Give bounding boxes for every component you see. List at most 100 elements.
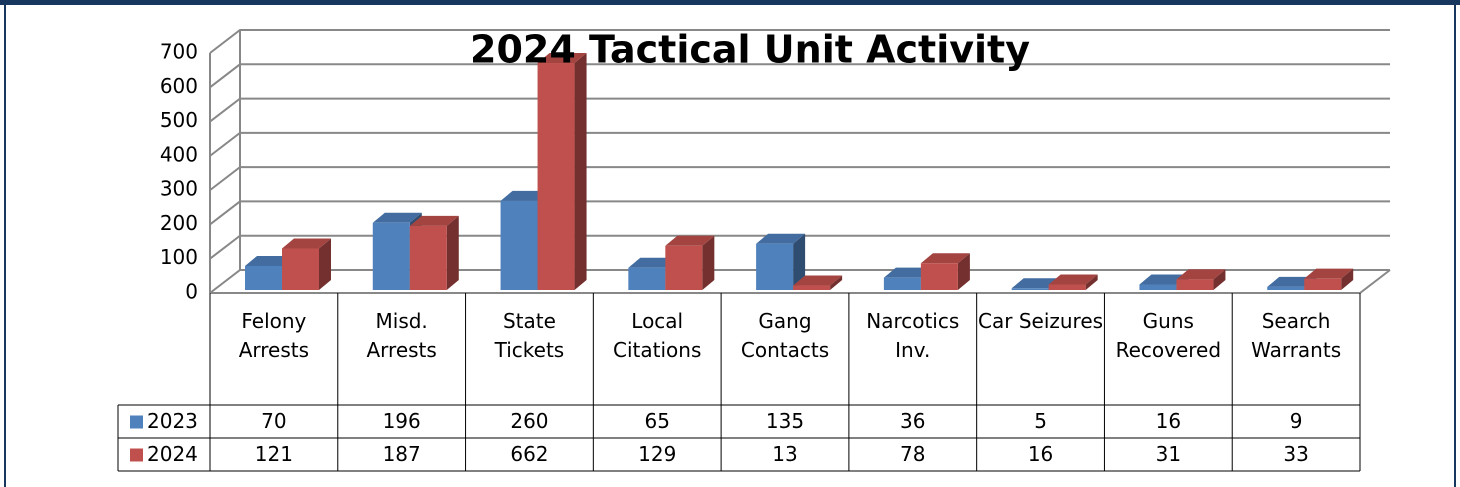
data-label: 70	[261, 409, 286, 433]
data-label: 16	[1156, 409, 1181, 433]
bar	[537, 53, 587, 291]
category-cell: Local Citations	[613, 309, 702, 362]
x-tick-label: Guns Recovered	[1115, 309, 1222, 362]
category-cell: Guns Recovered	[1115, 309, 1222, 362]
bar-front	[1176, 279, 1214, 290]
y-tick-label: 500	[160, 108, 198, 132]
bar-front	[282, 248, 319, 290]
bar-top	[756, 233, 806, 244]
bar-front	[883, 277, 921, 290]
grid-line	[209, 269, 1390, 294]
grid-line	[209, 63, 1390, 89]
bar-top	[1048, 274, 1098, 285]
bar-front	[628, 267, 666, 290]
grid-line	[209, 97, 1390, 123]
x-tick-label: Misd. Arrests	[366, 309, 437, 362]
data-label: 78	[900, 442, 925, 466]
bar	[409, 215, 459, 290]
bar-top	[1267, 276, 1317, 287]
bar-side	[1213, 269, 1226, 290]
data-label: 196	[383, 409, 421, 433]
category-cell: Car Seizures	[978, 309, 1103, 333]
data-label: 5	[1034, 409, 1047, 433]
x-tick-label: Narcotics Inv.	[866, 309, 960, 362]
x-tick-label: State Tickets	[494, 309, 565, 362]
y-tick-label: 400	[160, 142, 198, 166]
data-label: 33	[1283, 442, 1308, 466]
x-tick-label: Felony Arrests	[238, 309, 310, 362]
bar-side	[702, 235, 715, 290]
bar-front	[1048, 284, 1086, 290]
bar-top	[1176, 269, 1226, 280]
bar-top	[372, 212, 422, 223]
x-tick-label: Local Citations	[613, 309, 702, 362]
x-tick-label: Search Warrants	[1251, 309, 1342, 362]
bar-top	[665, 235, 715, 246]
bar-front	[793, 285, 831, 290]
y-tick-label: 0	[185, 280, 198, 304]
bar-front	[409, 225, 447, 290]
bar	[1304, 268, 1354, 290]
bar-side	[957, 253, 970, 290]
legend-label: 2024	[147, 442, 198, 466]
bar-top	[920, 253, 970, 264]
grid-line	[209, 131, 1390, 157]
y-tick-label: 100	[160, 245, 198, 269]
bar-top	[409, 215, 459, 226]
data-label: 16	[1028, 442, 1053, 466]
bar-front	[372, 222, 410, 290]
bar-top	[245, 256, 294, 266]
bar-top	[1304, 268, 1354, 279]
data-label: 65	[644, 409, 669, 433]
chart-title: 2024 Tactical Unit Activity	[470, 28, 1030, 72]
bar-top	[537, 53, 587, 64]
y-tick-label: 600	[160, 74, 198, 98]
bar	[793, 275, 843, 290]
bar	[756, 233, 806, 290]
bar	[1176, 269, 1226, 290]
legend-key	[130, 415, 143, 429]
bar	[920, 253, 970, 290]
grid-line	[209, 29, 1390, 54]
bar-side	[1341, 268, 1354, 290]
category-cell: Search Warrants	[1251, 309, 1342, 362]
bar-side	[1085, 274, 1098, 290]
bar-front	[245, 266, 282, 290]
category-cell: Felony Arrests	[238, 309, 310, 362]
grid-line	[209, 200, 1390, 226]
bar	[1048, 274, 1098, 290]
category-cell: Gang Contacts	[741, 309, 829, 362]
bar-side	[446, 215, 459, 290]
top-border	[0, 0, 1460, 5]
data-label: 9	[1290, 409, 1303, 433]
y-tick-label: 200	[160, 211, 198, 235]
legend-label: 2023	[147, 409, 198, 433]
category-cell: State Tickets	[494, 309, 565, 362]
y-tick-label: 300	[160, 177, 198, 201]
bar-front	[1139, 284, 1177, 290]
bar-top	[500, 190, 550, 201]
data-label: 187	[383, 442, 421, 466]
data-label: 31	[1156, 442, 1181, 466]
legend-key	[130, 448, 143, 462]
bar-front	[500, 200, 538, 290]
bar-front	[756, 243, 794, 290]
data-label: 260	[510, 409, 548, 433]
bar	[665, 235, 715, 290]
bar-top	[1011, 278, 1061, 289]
data-label: 121	[255, 442, 293, 466]
category-cell: Misd. Arrests	[366, 309, 437, 362]
bar-front	[665, 245, 703, 290]
data-label: 662	[510, 442, 548, 466]
grid-line	[209, 166, 1390, 191]
data-label: 36	[900, 409, 925, 433]
data-label: 129	[638, 442, 676, 466]
bar-side	[574, 53, 587, 291]
bar-top	[628, 257, 678, 268]
bar-side	[793, 233, 806, 290]
bar-top	[793, 275, 843, 286]
bar	[282, 238, 331, 290]
data-label: 13	[772, 442, 797, 466]
category-cell: Narcotics Inv.	[866, 309, 960, 362]
